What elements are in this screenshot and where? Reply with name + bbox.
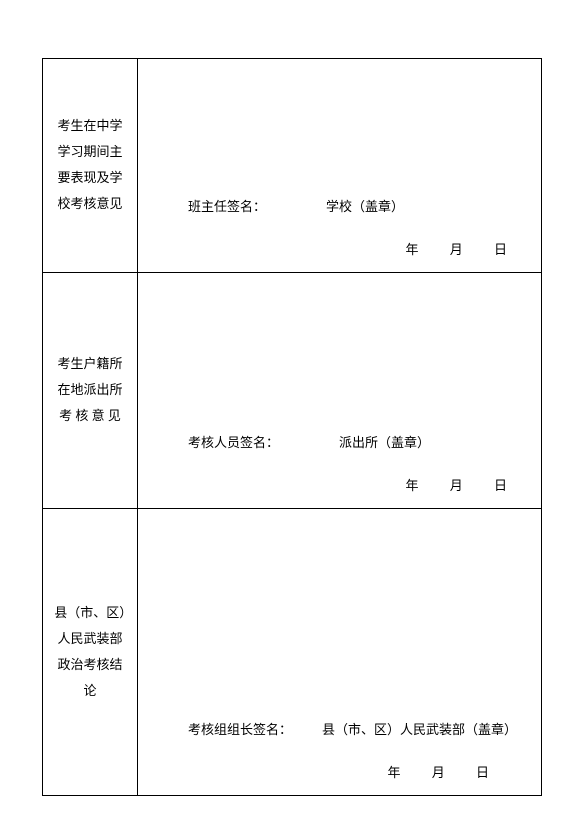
- teacher-sign-label: 班主任签名：: [188, 196, 266, 215]
- content-police-assessment: 考核人员签名： 派出所（盖章） 年 月 日: [138, 272, 542, 508]
- police-seal-label: 派出所（盖章）: [279, 432, 531, 451]
- signature-line: 考核组组长签名： 县（市、区）人民武装部（盖章）: [138, 719, 541, 738]
- date-line: 年 月 日: [138, 475, 541, 494]
- label-school-assessment: 考生在中学学习期间主要表现及学校考核意见: [43, 59, 138, 273]
- signature-block: 考核人员签名： 派出所（盖章） 年 月 日: [138, 432, 541, 494]
- month-label: 月: [450, 242, 463, 257]
- signature-block: 班主任签名： 学校（盖章） 年 月 日: [138, 196, 541, 258]
- row-military-conclusion: 县（市、区）人民武装部政治考核结论 考核组组长签名： 县（市、区）人民武装部（盖…: [43, 508, 542, 795]
- school-seal-label: 学校（盖章）: [266, 196, 531, 215]
- date-line: 年 月 日: [138, 239, 541, 258]
- label-military-conclusion: 县（市、区）人民武装部政治考核结论: [43, 508, 138, 795]
- day-label: 日: [476, 765, 489, 780]
- month-label: 月: [450, 478, 463, 493]
- signature-line: 考核人员签名： 派出所（盖章）: [138, 432, 541, 451]
- day-label: 日: [494, 478, 507, 493]
- month-label: 月: [432, 765, 445, 780]
- year-label: 年: [387, 765, 400, 780]
- row-school-assessment: 考生在中学学习期间主要表现及学校考核意见 班主任签名： 学校（盖章） 年 月 日: [43, 59, 542, 273]
- label-police-assessment: 考生户籍所在地派出所考 核 意 见: [43, 272, 138, 508]
- year-label: 年: [405, 242, 418, 257]
- content-school-assessment: 班主任签名： 学校（盖章） 年 月 日: [138, 59, 542, 273]
- assessment-form-table: 考生在中学学习期间主要表现及学校考核意见 班主任签名： 学校（盖章） 年 月 日: [42, 58, 542, 796]
- day-label: 日: [494, 242, 507, 257]
- year-label: 年: [405, 478, 418, 493]
- content-military-conclusion: 考核组组长签名： 县（市、区）人民武装部（盖章） 年 月 日: [138, 508, 542, 795]
- signature-line: 班主任签名： 学校（盖章）: [138, 196, 541, 215]
- military-seal-label: 县（市、区）人民武装部（盖章）: [292, 719, 531, 738]
- row-police-assessment: 考生户籍所在地派出所考 核 意 见 考核人员签名： 派出所（盖章） 年 月 日: [43, 272, 542, 508]
- page: 考生在中学学习期间主要表现及学校考核意见 班主任签名： 学校（盖章） 年 月 日: [0, 0, 584, 834]
- assessor-sign-label: 考核人员签名：: [188, 432, 279, 451]
- date-line: 年 月 日: [138, 762, 541, 781]
- group-leader-sign-label: 考核组组长签名：: [188, 719, 292, 738]
- signature-block: 考核组组长签名： 县（市、区）人民武装部（盖章） 年 月 日: [138, 719, 541, 781]
